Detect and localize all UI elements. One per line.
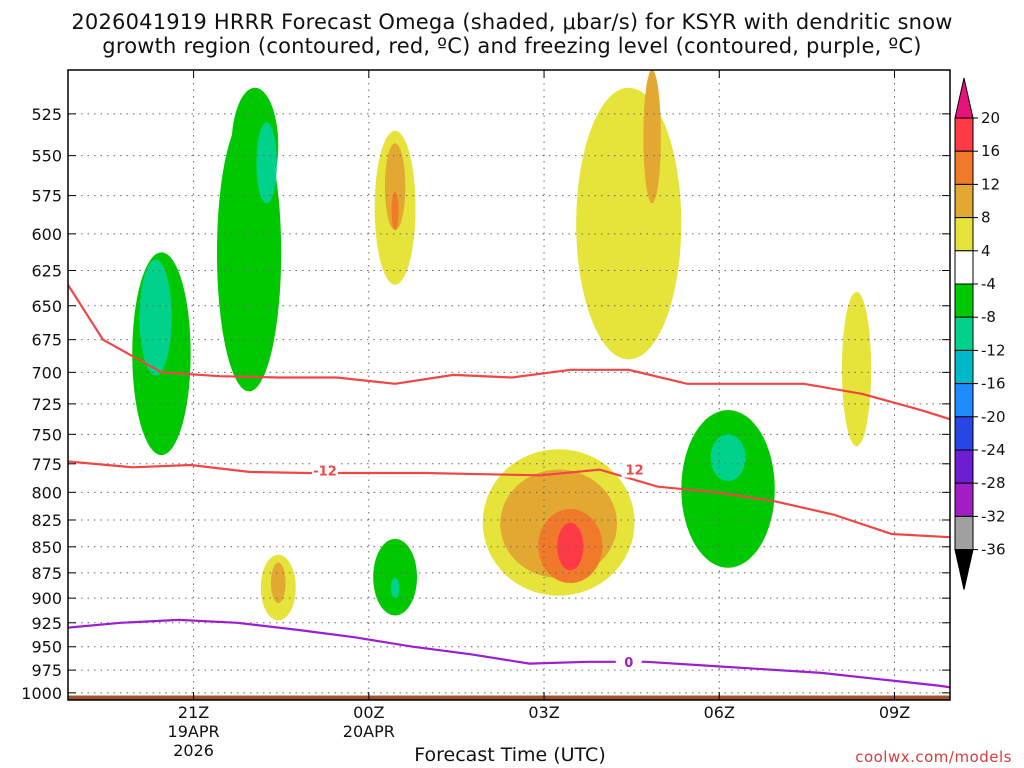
xtick-label-06Z: 06Z [704, 703, 735, 722]
ytick-label-575: 575 [31, 187, 62, 206]
omega-region-16 [576, 87, 682, 360]
xtick-sublabel-21Z-1: 19APR [168, 722, 220, 741]
omega-region-11 [390, 577, 400, 599]
chart-title-line-2: growth region (contoured, red, ºC) and f… [102, 34, 922, 58]
colorbar-box-7 [954, 349, 974, 385]
omega-region-1 [139, 259, 172, 376]
ytick-label-825: 825 [31, 511, 62, 530]
ytick-label-875: 875 [31, 564, 62, 583]
colorbar-label-2: 12 [981, 175, 1000, 193]
omega-region-6 [384, 143, 406, 231]
colorbar-label-1: 16 [981, 142, 1000, 160]
contour-freezing-level [68, 618, 950, 689]
xtick-label-21Z: 21Z [178, 703, 209, 722]
grid [68, 70, 950, 700]
contour-label-bg-0 [312, 462, 339, 479]
contour-dgz-top [68, 284, 950, 421]
omega-region-15 [557, 522, 584, 571]
ytick-label-725: 725 [31, 395, 62, 414]
colorbar-overflow-bottom [954, 549, 974, 590]
colorbar-box-1 [954, 150, 974, 185]
ytick-label-900: 900 [31, 589, 62, 608]
colorbar-box-12 [954, 515, 974, 551]
ytick-label-1000: 1000 [21, 684, 62, 703]
omega-region-21 [950, 557, 1008, 637]
omega-region-18 [681, 410, 775, 568]
ytick-label-925: 925 [31, 614, 62, 633]
ytick-label-700: 700 [31, 363, 62, 382]
xtick-label-00Z: 00Z [353, 703, 384, 722]
omega-region-10 [373, 538, 418, 616]
ytick-label-550: 550 [31, 147, 62, 166]
colorbar-label-12: -32 [981, 507, 1006, 525]
x-axis-label: Forecast Time (UTC) [414, 744, 606, 766]
colorbar-label-10: -24 [981, 441, 1006, 459]
colorbar-box-10 [954, 449, 974, 484]
colorbar-box-0 [954, 117, 974, 152]
ytick-label-675: 675 [31, 331, 62, 350]
colorbar-box-9 [954, 416, 974, 451]
ytick-label-750: 750 [31, 425, 62, 444]
colorbar-label-8: -16 [981, 375, 1006, 393]
xtick-sublabel-00Z-1: 20APR [343, 722, 395, 741]
colorbar-label-0: 20 [981, 109, 1000, 127]
colorbar-label-9: -20 [981, 408, 1006, 426]
colorbar-box-4 [954, 250, 974, 285]
colorbar-label-4: 4 [981, 242, 991, 260]
colorbar-label-5: -4 [981, 275, 996, 293]
colorbar-label-7: -12 [981, 341, 1006, 359]
xtick-label-03Z: 03Z [528, 703, 559, 722]
xtick-label-09Z: 09Z [879, 703, 910, 722]
colorbar-overflow-top [954, 77, 974, 119]
ytick-label-775: 775 [31, 455, 62, 474]
contour-label-2: 0 [624, 656, 633, 671]
terrain-surface [68, 695, 950, 700]
colorbar-label-6: -8 [981, 308, 996, 326]
colorbar-label-11: -28 [981, 474, 1006, 492]
omega-region-19 [710, 434, 746, 482]
ytick-label-800: 800 [31, 483, 62, 502]
omega-region-9 [270, 562, 286, 604]
contour-label-0: -12 [313, 465, 337, 480]
ytick-label-975: 975 [31, 661, 62, 680]
colorbar-box-3 [954, 217, 974, 252]
plot-border [67, 69, 951, 701]
omega-region-22 [965, 581, 994, 626]
ytick-label-600: 600 [31, 225, 62, 244]
ytick-label-850: 850 [31, 538, 62, 557]
ytick-label-525: 525 [31, 105, 62, 124]
colorbar-box-11 [954, 482, 974, 517]
ytick-label-625: 625 [31, 262, 62, 281]
site-credit: coolwx.com/models [855, 748, 1012, 766]
omega-region-20 [841, 291, 872, 447]
contour-label-1: 12 [626, 464, 644, 479]
omega-shading [68, 70, 1008, 700]
contour-label-bg-2 [615, 653, 642, 670]
contour-label-bg-1 [621, 461, 648, 478]
chart-title-line-1: 2026041919 HRRR Forecast Omega (shaded, … [71, 10, 953, 34]
xtick-sublabel-21Z-2: 2026 [173, 741, 214, 760]
colorbar-box-2 [954, 183, 974, 219]
colorbar-label-13: -36 [981, 541, 1006, 559]
plot-background [68, 70, 950, 700]
colorbar-label-3: 8 [981, 209, 991, 227]
colorbar-box-5 [954, 283, 974, 318]
colorbar-box-8 [954, 383, 974, 418]
ytick-label-950: 950 [31, 638, 62, 657]
omega-region-17 [643, 70, 661, 204]
colorbar-box-6 [954, 316, 974, 351]
omega-region-4 [256, 122, 277, 204]
ytick-label-650: 650 [31, 297, 62, 316]
omega-region-7 [391, 191, 399, 231]
contour-dgz-bottom [68, 460, 950, 539]
